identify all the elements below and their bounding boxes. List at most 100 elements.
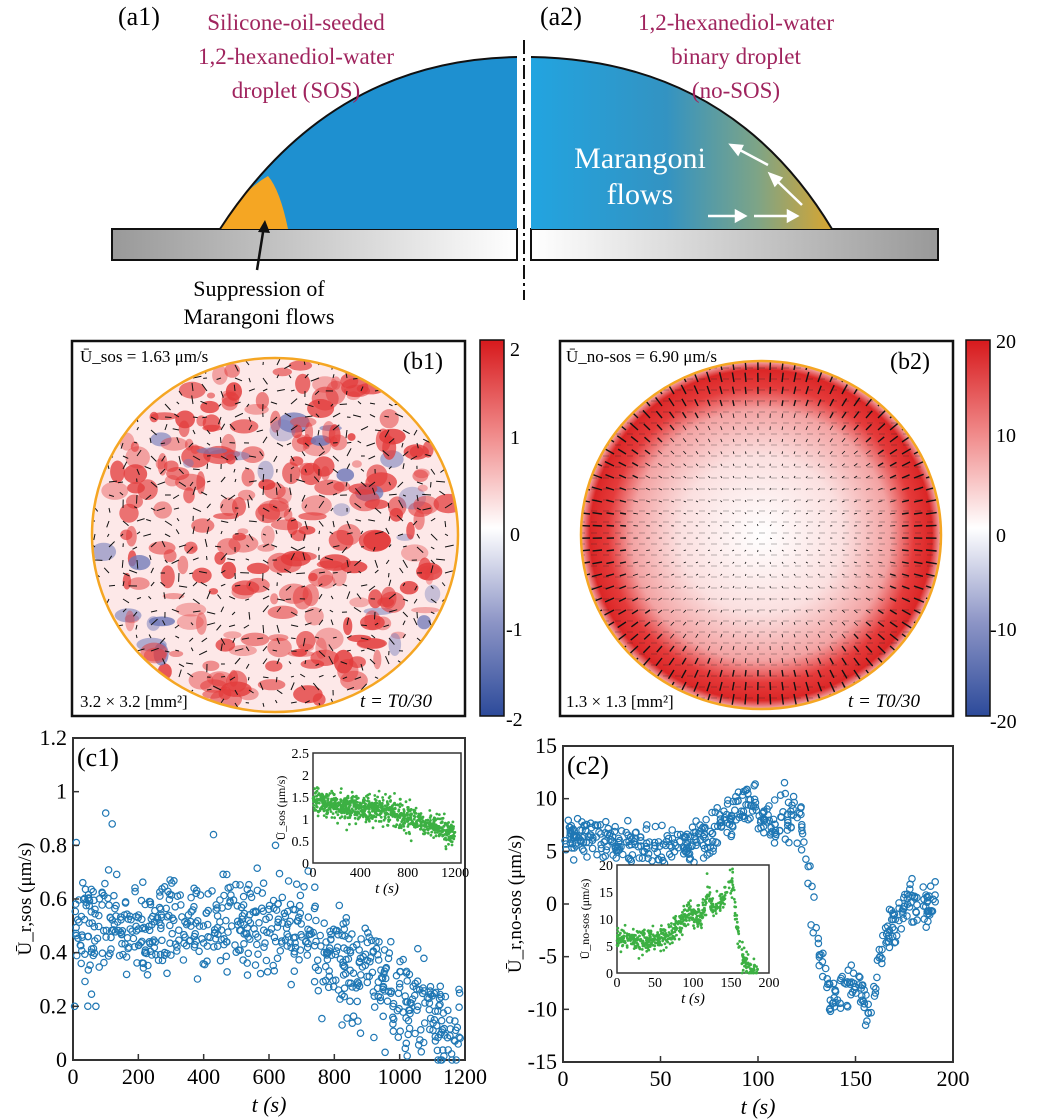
inset-data-point xyxy=(403,813,406,816)
inset-data-point xyxy=(367,803,371,806)
inset-data-point xyxy=(381,825,385,828)
b2-velocity-arrow xyxy=(865,500,870,503)
b2-velocity-arrow xyxy=(720,413,723,419)
data-point xyxy=(883,922,892,931)
b1-velocity-arrow xyxy=(216,377,222,380)
b1-vorticity-patch xyxy=(325,380,346,405)
inset-data-point xyxy=(738,939,742,943)
data-point xyxy=(141,948,149,957)
data-point xyxy=(396,957,404,966)
inset-data-point xyxy=(408,832,411,836)
b2-velocity-arrow xyxy=(841,669,848,679)
b1-velocity-arrow xyxy=(304,442,310,447)
data-point xyxy=(329,925,338,934)
inset-data-point xyxy=(623,923,627,927)
b2-velocity-arrow xyxy=(656,645,663,653)
b2-velocity-arrow xyxy=(732,573,735,576)
b1-velocity-arrow xyxy=(318,494,325,498)
b2-velocity-arrow xyxy=(617,621,627,629)
inset-data-point xyxy=(379,820,383,823)
b1-velocity-arrow xyxy=(301,494,306,502)
inset-data-point xyxy=(385,812,389,816)
b1-velocity-arrow xyxy=(136,597,142,600)
inset-data-point xyxy=(648,945,652,948)
b1-velocity-arrow xyxy=(388,516,391,522)
b2-velocity-arrow xyxy=(805,488,808,491)
b1-velocity-arrow xyxy=(175,529,180,535)
b2-velocity-arrow xyxy=(719,399,723,407)
data-point xyxy=(333,943,342,952)
inset-data-point xyxy=(697,919,701,923)
b1-velocity-arrow xyxy=(396,514,404,522)
b1-velocity-arrow xyxy=(220,553,228,561)
data-point xyxy=(331,950,340,959)
inset-data-point xyxy=(449,823,453,827)
inset-data-point xyxy=(430,825,434,828)
inset-data-point xyxy=(673,930,677,934)
inset-data-point xyxy=(673,935,676,939)
data-point xyxy=(338,1021,346,1029)
b1-velocity-arrow xyxy=(106,598,110,604)
b2-velocity-arrow xyxy=(793,549,796,552)
data-point xyxy=(882,938,890,947)
data-point xyxy=(384,954,393,963)
data-point xyxy=(137,896,146,905)
b1-vorticity-patch xyxy=(267,605,298,619)
b1-velocity-arrow xyxy=(220,390,224,398)
data-point xyxy=(269,896,278,905)
data-point xyxy=(81,977,89,986)
b1-velocity-arrow xyxy=(360,624,367,627)
inset-data-point xyxy=(312,799,316,803)
b2-velocity-arrow xyxy=(841,488,845,491)
b1-velocity-arrow xyxy=(318,442,324,450)
inset-data-point xyxy=(663,942,667,946)
b2-velocity-arrow xyxy=(604,597,615,603)
b1-velocity-arrow xyxy=(271,544,278,548)
data-point xyxy=(280,909,289,918)
b1-vorticity-patch xyxy=(288,360,313,371)
inset-data-point xyxy=(708,898,711,901)
b1-velocity-arrow xyxy=(122,581,125,587)
b2-velocity-arrow xyxy=(682,621,687,626)
b1-velocity-arrow xyxy=(304,622,312,626)
b2-velocity-arrow xyxy=(901,499,910,503)
b1-velocity-arrow xyxy=(121,559,124,568)
data-point xyxy=(727,811,736,820)
data-point xyxy=(913,893,921,902)
b2-velocity-arrow xyxy=(817,657,822,665)
b1-velocity-arrow xyxy=(430,468,436,475)
data-point xyxy=(394,1033,403,1042)
b2-velocity-arrow xyxy=(606,549,615,552)
b2-velocity-arrow xyxy=(817,412,821,419)
b1-velocity-arrow xyxy=(144,466,152,470)
b1-vorticity-patch xyxy=(424,584,441,604)
b2-velocity-arrow xyxy=(889,609,898,615)
b2-velocity-arrow xyxy=(655,396,663,407)
data-point xyxy=(156,892,164,900)
inset-data-point xyxy=(704,903,707,907)
b1-vorticity-patch xyxy=(320,466,330,481)
inset-data-point xyxy=(704,900,707,904)
b2-velocity-arrow xyxy=(793,399,797,407)
inset-data-point xyxy=(405,811,409,815)
b2-velocity-arrow xyxy=(720,512,723,515)
data-point xyxy=(888,923,897,932)
b2-velocity-arrow xyxy=(889,487,896,491)
data-point xyxy=(210,943,218,951)
b1-velocity-arrow xyxy=(178,544,187,548)
data-point xyxy=(233,917,242,926)
data-point xyxy=(379,1012,388,1021)
data-point xyxy=(219,870,227,879)
b1-velocity-arrow xyxy=(288,507,292,513)
inset-data-point xyxy=(663,929,667,933)
inset-data-point xyxy=(393,792,396,795)
b2-velocity-arrow xyxy=(732,451,735,455)
data-point xyxy=(609,851,617,859)
b1-velocity-arrow xyxy=(416,546,424,553)
b2-velocity-arrow xyxy=(913,573,924,577)
b2-velocity-arrow xyxy=(720,597,723,601)
data-point xyxy=(318,1014,326,1023)
inset-data-point xyxy=(345,812,349,816)
b1-velocity-arrow xyxy=(262,533,266,536)
inset-data-point xyxy=(631,927,635,931)
